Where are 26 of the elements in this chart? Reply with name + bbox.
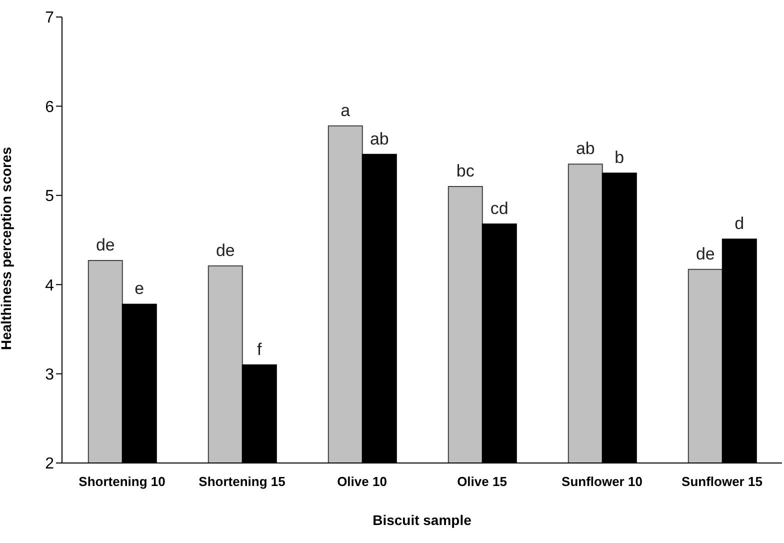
x-tick-label: Sunflower 15	[682, 474, 762, 490]
data-label: bc	[456, 161, 475, 180]
data-label: ab	[370, 129, 389, 148]
x-axis-title: Biscuit sample	[372, 512, 472, 528]
data-label: cd	[490, 198, 508, 218]
data-label: a	[340, 100, 351, 120]
data-label: f	[257, 340, 262, 359]
x-tick-label: Olive 15	[457, 474, 507, 490]
y-tick-label: 2	[45, 456, 54, 473]
y-axis-title: Healthiness perception scores	[0, 146, 14, 350]
x-tick-label: Shortening 10	[78, 474, 166, 490]
data-label: de	[696, 244, 715, 264]
y-tick-label: 7	[45, 10, 54, 27]
y-tick-label: 6	[45, 98, 54, 116]
data-label: b	[614, 148, 624, 168]
y-tick-label: 5	[45, 188, 54, 206]
data-label: e	[134, 279, 144, 298]
y-tick-label: 3	[45, 366, 54, 384]
data-label: de	[216, 240, 235, 260]
x-tick-label: Olive 10	[337, 474, 387, 490]
data-label: d	[734, 214, 744, 234]
x-tick-label: Sunflower 10	[562, 474, 642, 490]
y-tick-label: 4	[45, 277, 54, 294]
data-label: de	[96, 236, 115, 255]
data-label: ab	[576, 139, 595, 158]
x-tick-label: Shortening 15	[198, 474, 286, 490]
